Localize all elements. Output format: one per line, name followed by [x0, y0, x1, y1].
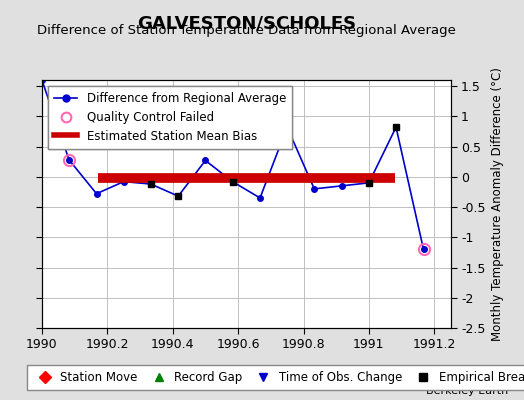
Legend: Station Move, Record Gap, Time of Obs. Change, Empirical Break: Station Move, Record Gap, Time of Obs. C…	[27, 365, 524, 390]
Text: Berkeley Earth: Berkeley Earth	[426, 386, 508, 396]
Y-axis label: Monthly Temperature Anomaly Difference (°C): Monthly Temperature Anomaly Difference (…	[491, 67, 504, 341]
Text: GALVESTON/SCHOLES: GALVESTON/SCHOLES	[137, 14, 356, 32]
Legend: Difference from Regional Average, Quality Control Failed, Estimated Station Mean: Difference from Regional Average, Qualit…	[48, 86, 292, 148]
Text: Difference of Station Temperature Data from Regional Average: Difference of Station Temperature Data f…	[37, 24, 456, 37]
